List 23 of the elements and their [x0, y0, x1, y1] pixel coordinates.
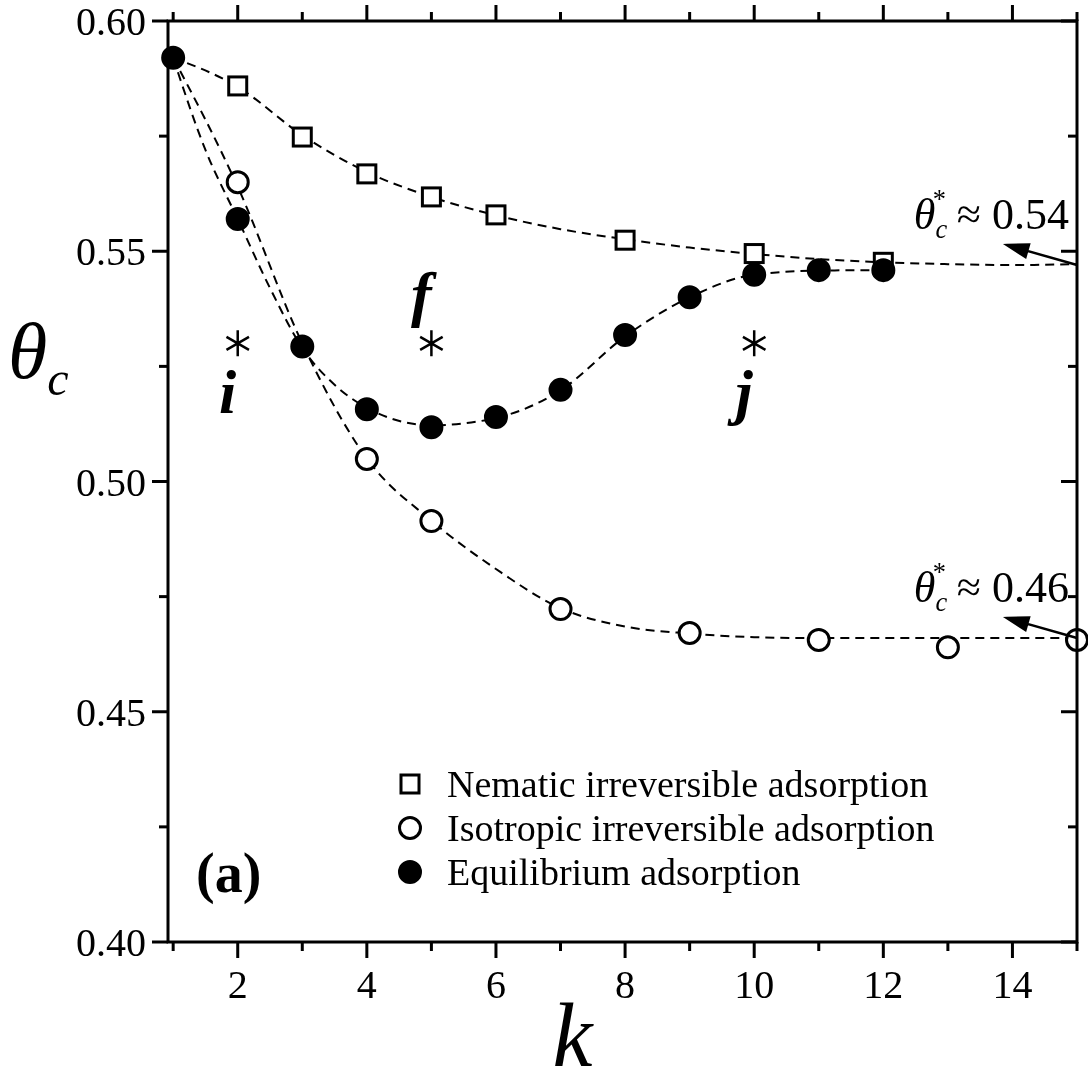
- annotation: θ$_{c}$$^{*}$ ≈ 0.54: [913, 184, 1069, 245]
- x-axis-title: k: [552, 986, 595, 1076]
- x-tick-label: 12: [863, 962, 904, 1007]
- data-label: f: [411, 260, 438, 329]
- y-tick-label: 0.45: [76, 689, 146, 735]
- x-tick-label: 10: [734, 962, 775, 1007]
- y-axis-title: θ$_{c}$: [8, 307, 69, 406]
- x-tick-label: 4: [356, 962, 377, 1007]
- legend-label: Isotropic irreversible adsorption: [447, 807, 935, 849]
- x-tick-label: 2: [227, 962, 248, 1007]
- data-label: j: [726, 358, 754, 427]
- legend-label: Nematic irreversible adsorption: [447, 763, 929, 805]
- y-tick-label: 0.50: [76, 459, 146, 505]
- y-tick-label: 0.60: [76, 0, 146, 44]
- y-tick-label: 0.55: [76, 229, 146, 275]
- x-tick-label: 6: [485, 962, 506, 1007]
- y-tick-label: 0.40: [76, 920, 146, 965]
- x-tick-label: 8: [615, 962, 636, 1007]
- legend-label: Equilibrium adsorption: [447, 851, 801, 893]
- data-label: i: [219, 358, 237, 427]
- annotation: θ$_{c}$$^{*}$ ≈ 0.46: [913, 557, 1069, 618]
- x-tick-label: 14: [992, 962, 1033, 1007]
- annotation: (a): [196, 842, 262, 905]
